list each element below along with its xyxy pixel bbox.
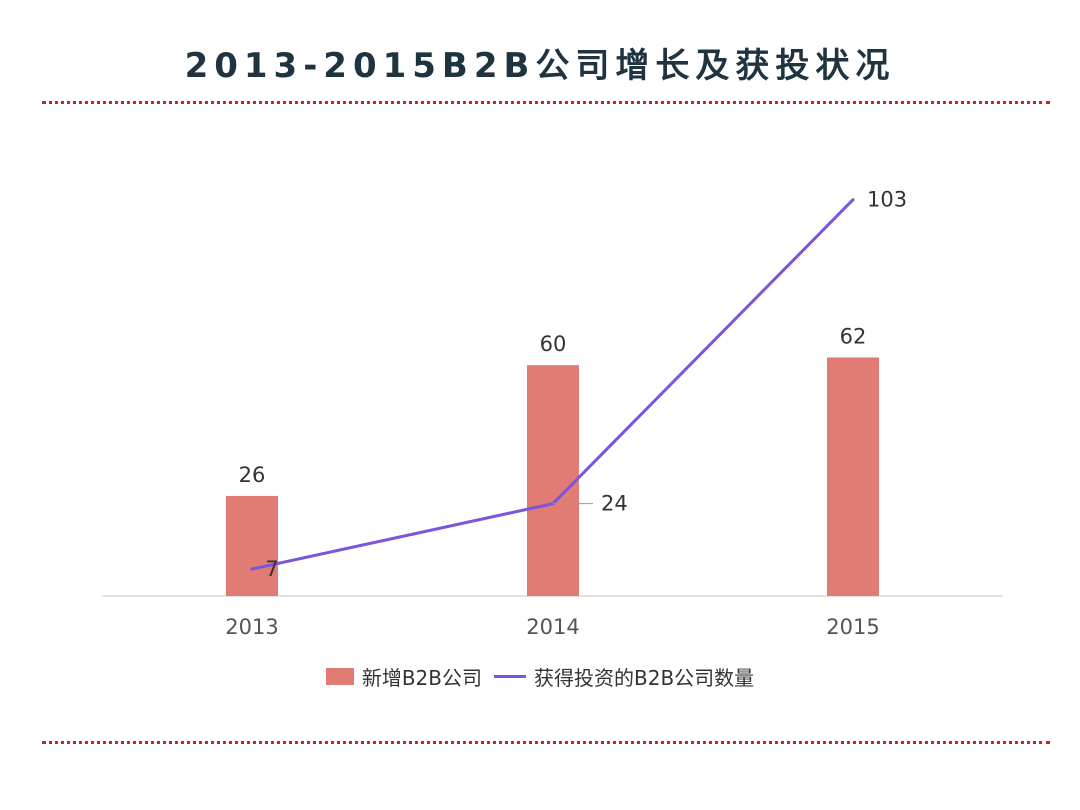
chart-title: 2013-2015B2B公司增长及获投状况 — [184, 46, 896, 86]
legend-item-bar: 新增B2B公司 — [325, 662, 482, 691]
legend: 新增B2B公司 获得投资的B2B公司数量 — [0, 662, 1080, 691]
bar-value-label-2014: 60 — [540, 332, 567, 356]
line-value-label-2013: 7 — [265, 557, 278, 581]
legend-line-swatch — [494, 675, 526, 678]
x-tick-label-2014: 2014 — [526, 615, 579, 639]
line-value-label-2014: 24 — [601, 492, 628, 516]
legend-bar-label: 新增B2B公司 — [361, 666, 482, 690]
line-point-2013 — [250, 567, 254, 571]
x-tick-label-2015: 2015 — [826, 615, 879, 639]
legend-bar-swatch — [325, 668, 354, 685]
bar-2013 — [226, 495, 278, 596]
x-tick-label-2013: 2013 — [225, 615, 278, 639]
line-value-label-2015: 103 — [867, 188, 907, 212]
top-divider — [42, 101, 1050, 104]
bottom-divider — [42, 741, 1050, 744]
legend-item-line: 获得投资的B2B公司数量 — [494, 662, 754, 691]
legend-line-label: 获得投资的B2B公司数量 — [534, 666, 755, 690]
line-point-2015 — [851, 198, 855, 202]
bar-2014 — [527, 365, 579, 596]
bar-value-label-2015: 62 — [840, 324, 867, 348]
bar-value-label-2013: 26 — [239, 463, 266, 487]
bar-2015 — [827, 357, 879, 596]
